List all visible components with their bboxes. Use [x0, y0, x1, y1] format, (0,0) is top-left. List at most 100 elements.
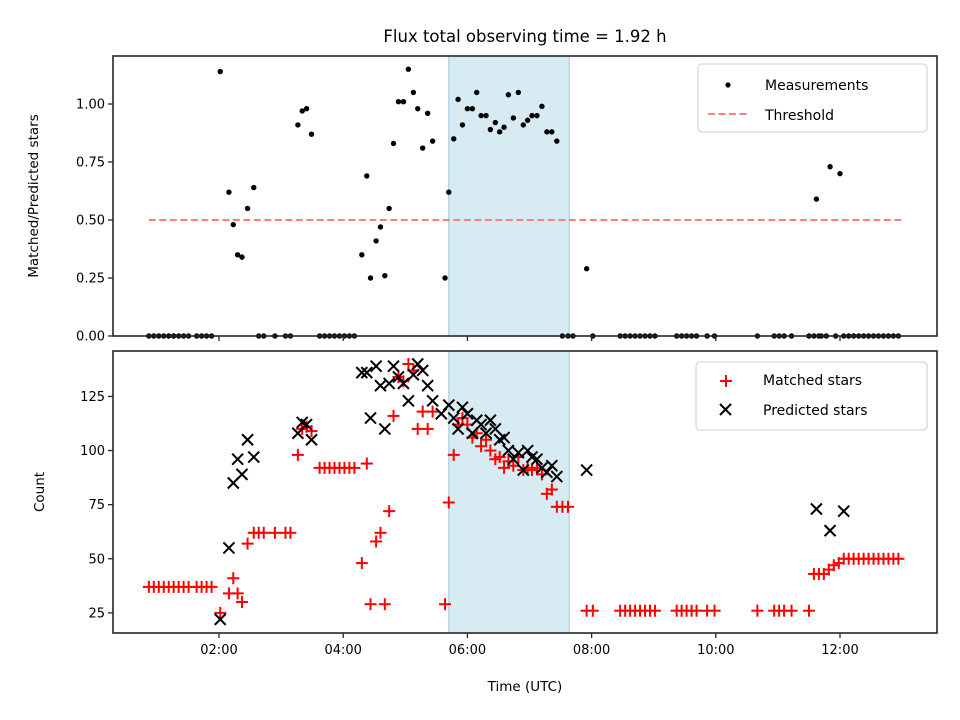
matched-star-point [231, 587, 244, 600]
x-tick-label: 02:00 [200, 643, 237, 658]
matched-star-point [751, 604, 764, 617]
measurement-point [395, 99, 402, 105]
measurement-point [377, 224, 384, 230]
predicted-star-point [474, 418, 488, 431]
predicted-star-point [461, 407, 474, 420]
legend-predicted-marker [719, 403, 732, 416]
measurement-point [424, 110, 431, 116]
matched-star-point [291, 448, 304, 461]
matched-star-point [387, 409, 400, 422]
matched-star-point [708, 604, 721, 617]
predicted-star-point [484, 414, 497, 427]
predicted-star-point [540, 465, 554, 479]
measurement-point [455, 96, 461, 103]
measurement-point [459, 122, 466, 128]
bottom-y-axis: 25 50 75 100 125 [80, 390, 113, 621]
predicted-star-point [407, 368, 420, 382]
matched-star-point [348, 461, 361, 474]
predicted-star-point [360, 366, 374, 379]
measurement-point [487, 126, 494, 133]
measurement-point [415, 105, 421, 112]
predicted-star-point [416, 364, 429, 377]
predicted-star-point [442, 398, 455, 412]
y-tick-label: 1.00 [76, 98, 105, 113]
matched-star-point [421, 422, 434, 435]
measurement-point [429, 138, 436, 144]
predicted-star-point [369, 359, 383, 373]
measurement-point [410, 89, 417, 96]
predicted-star-point [241, 433, 254, 446]
top-y-axis: 0.00 0.25 0.50 0.75 1.00 [76, 98, 113, 345]
measurement-point [539, 103, 545, 110]
measurement-point [464, 105, 471, 112]
predicted-star-point [512, 446, 525, 459]
measurement-point [505, 92, 512, 98]
y-tick-label: 25 [88, 606, 105, 621]
matched-star-point [475, 440, 488, 453]
measurement-point [446, 189, 452, 195]
matched-star-point [235, 596, 248, 609]
x-tick-label: 12:00 [821, 643, 858, 658]
measurement-point [234, 252, 241, 258]
matched-star-point [374, 526, 387, 539]
measurement-point [496, 129, 503, 135]
bottom-x-axis: 02:00 04:00 06:00 08:00 10:00 12:00 [200, 633, 859, 658]
matched-star-point [447, 448, 460, 461]
measurement-point [299, 108, 305, 114]
matched-star-point [241, 537, 254, 550]
measurement-point [364, 173, 370, 179]
matched-star-point [562, 500, 575, 513]
top-x-axis [218, 336, 841, 341]
measurement-point [359, 252, 365, 258]
predicted-star-point [502, 444, 515, 457]
matched-star-point [205, 580, 218, 593]
measurement-point [239, 254, 245, 260]
x-tick-label: 04:00 [324, 643, 361, 658]
measurement-point [549, 129, 555, 135]
observing-window-shade-top [448, 55, 570, 337]
matched-star-point [480, 433, 493, 446]
matched-star-point [785, 604, 798, 617]
chart-title: Flux total observing time = 1.92 h [383, 27, 666, 46]
predicted-star-point [214, 613, 227, 626]
bottom-legend-box [695, 361, 928, 431]
bottom-axes-frame [112, 350, 938, 634]
measurement-point [442, 275, 448, 281]
matched-star-point [214, 606, 227, 619]
matched-star-point [402, 357, 415, 370]
matched-star-point [484, 444, 497, 457]
predicted-star-point [545, 459, 559, 472]
predicted-star-point [392, 370, 405, 384]
matched-star-point [227, 572, 240, 585]
predicted-star-point [497, 431, 511, 444]
matched-star-point [493, 451, 506, 464]
predicted-star-point [397, 377, 410, 390]
matched-star-point [257, 526, 270, 539]
y-tick-label: 0.75 [76, 156, 105, 171]
predicted-star-point [222, 541, 236, 555]
matched-star-point [507, 459, 520, 472]
legend-matched-label: Matched stars [763, 373, 862, 389]
measurement-point [501, 124, 507, 130]
measurement-point [554, 138, 560, 144]
matched-star-point [383, 505, 396, 518]
top-y-axis-label: Matched/Predicted stars [26, 114, 42, 277]
bottom-y-axis-label: Count [32, 472, 48, 512]
predicted-stars-series [214, 357, 850, 626]
matched-star-point [426, 405, 439, 418]
predicted-star-point [402, 394, 415, 407]
predicted-star-point [382, 377, 396, 390]
measurement-point [827, 163, 833, 170]
matched-star-point [545, 483, 558, 496]
y-tick-label: 125 [80, 390, 105, 405]
measurement-point [583, 266, 590, 272]
measurement-point [474, 89, 480, 96]
matched-star-point [648, 604, 661, 617]
measurement-point [544, 129, 550, 135]
measurement-point [529, 112, 535, 119]
legend-threshold-label: Threshold [764, 108, 834, 124]
predicted-star-point [247, 450, 260, 464]
y-tick-label: 0.50 [76, 214, 105, 229]
y-tick-label: 0.00 [76, 330, 105, 345]
predicted-star-point [456, 401, 469, 414]
